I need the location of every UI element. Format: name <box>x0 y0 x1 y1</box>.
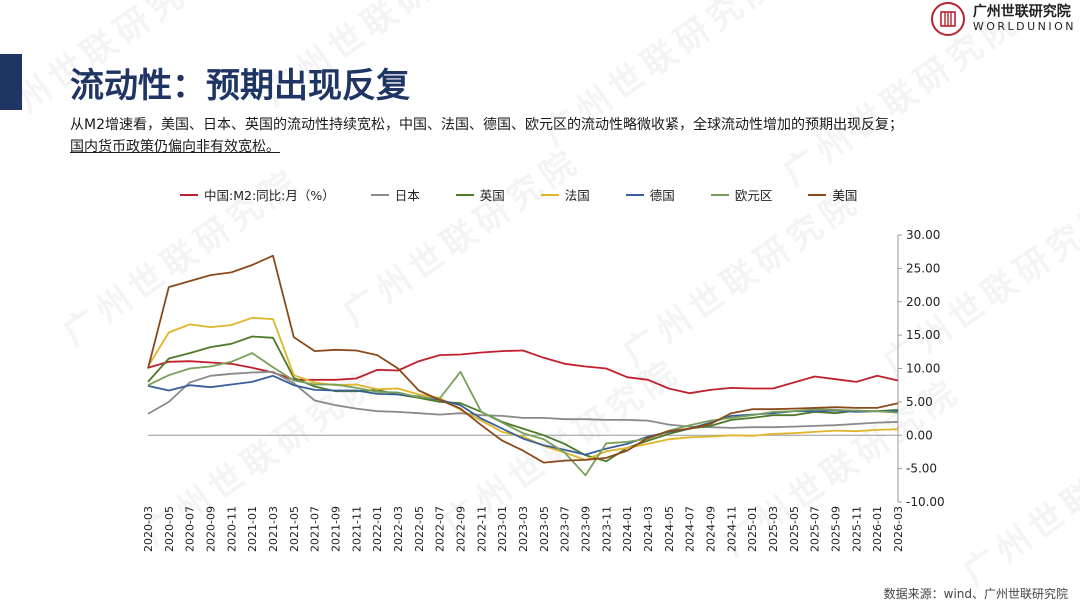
x-tick-label: 2026-03 <box>892 506 905 552</box>
subtitle-line-2: 国内货币政策仍偏向非有效宽松。 <box>70 139 280 155</box>
x-tick-label: 2025-09 <box>830 506 843 552</box>
series-line <box>147 370 899 429</box>
legend-label: 日本 <box>394 188 420 203</box>
series-line <box>147 352 899 477</box>
x-tick-label: 2025-03 <box>767 506 780 552</box>
x-tick-label: 2021-11 <box>350 506 363 552</box>
y-tick-label: -5.00 <box>906 462 937 476</box>
series-line <box>147 254 899 464</box>
legend-label: 美国 <box>832 188 858 203</box>
legend-label: 法国 <box>564 188 590 203</box>
brand-logo: 广州世联研究院 WORLDUNION <box>930 2 1076 36</box>
x-tick-label: 2022-11 <box>475 506 488 552</box>
x-tick-label: 2022-07 <box>434 506 447 552</box>
y-tick-label: 25.00 <box>906 261 940 275</box>
x-tick-label: 2024-11 <box>725 506 738 552</box>
brand-mark-icon <box>930 2 965 36</box>
legend-item: 德国 <box>625 185 675 204</box>
y-tick-label: 5.00 <box>906 395 933 409</box>
y-tick-label: 0.00 <box>906 428 933 442</box>
x-tick-label: 2020-09 <box>205 506 218 552</box>
x-tick-label: 2020-11 <box>225 506 238 552</box>
x-tick-label: 2023-11 <box>600 506 613 552</box>
x-tick-label: 2025-11 <box>850 506 863 552</box>
legend-swatch <box>710 193 729 196</box>
series-line <box>147 374 898 456</box>
x-tick-label: 2023-05 <box>538 506 551 552</box>
title-accent-bar <box>0 54 22 110</box>
x-tick-label: 2025-07 <box>809 506 822 552</box>
x-tick-label: 2020-03 <box>142 506 155 552</box>
legend-label: 欧元区 <box>734 188 773 203</box>
x-tick-label: 2020-07 <box>184 506 197 552</box>
legend-swatch <box>808 193 827 196</box>
y-tick-label: 15.00 <box>906 328 940 342</box>
y-tick-label: 10.00 <box>906 362 940 376</box>
x-tick-label: 2024-01 <box>621 506 634 552</box>
x-tick-label: 2022-05 <box>413 506 426 552</box>
legend-item: 日本 <box>370 185 420 204</box>
x-tick-label: 2025-05 <box>788 506 801 552</box>
subtitle-line-1: 从M2增速看，美国、日本、英国的流动性持续宽松，中国、法国、德国、欧元区的流动性… <box>70 117 903 133</box>
x-tick-label: 2021-05 <box>288 506 301 552</box>
x-tick-label: 2026-01 <box>871 506 884 552</box>
page-subtitle: 从M2增速看，美国、日本、英国的流动性持续宽松，中国、法国、德国、欧元区的流动性… <box>70 114 1060 158</box>
legend-swatch <box>455 193 474 196</box>
legend-swatch <box>540 193 559 196</box>
x-tick-label: 2021-07 <box>309 506 322 552</box>
brand-name-cn: 广州世联研究院 <box>972 4 1071 21</box>
legend-item: 法国 <box>540 185 590 204</box>
x-tick-label: 2024-07 <box>684 506 697 552</box>
x-tick-label: 2023-01 <box>496 506 509 552</box>
legend-item: 美国 <box>808 185 857 204</box>
x-tick-label: 2021-09 <box>330 506 343 552</box>
legend-swatch <box>180 193 198 196</box>
legend-label: 德国 <box>649 188 675 203</box>
legend-swatch <box>625 193 644 196</box>
y-tick-label: 20.00 <box>906 295 940 309</box>
y-tick-label: 30.00 <box>906 228 940 242</box>
x-tick-label: 2022-03 <box>392 506 405 552</box>
x-tick-label: 2022-09 <box>455 506 468 552</box>
x-tick-label: 2023-03 <box>517 506 530 552</box>
x-tick-label: 2021-03 <box>267 506 280 552</box>
page-title: 流动性：预期出现反复 <box>70 66 410 106</box>
legend-item: 英国 <box>455 185 505 204</box>
x-tick-label: 2024-09 <box>705 506 718 552</box>
chart-legend: 中国:M2:同比:月（%） 日本 英国 法国 德国 欧元区 美国 <box>180 185 893 204</box>
legend-item: 中国:M2:同比:月（%） <box>180 185 335 204</box>
x-tick-label: 2021-01 <box>246 506 259 552</box>
legend-item: 欧元区 <box>710 185 773 204</box>
brand-name-en: WORLDUNION <box>972 19 1076 33</box>
y-tick-label: -10.00 <box>906 495 945 509</box>
series-line <box>147 335 899 463</box>
series-line <box>147 316 899 461</box>
legend-swatch <box>370 193 389 196</box>
x-tick-label: 2020-05 <box>163 506 176 552</box>
x-tick-label: 2024-03 <box>642 506 655 552</box>
legend-label: 中国:M2:同比:月（%） <box>204 188 335 203</box>
data-source: 数据来源：wind、广州世联研究院 <box>883 587 1068 601</box>
x-tick-label: 2023-07 <box>559 506 572 552</box>
x-tick-label: 2025-01 <box>746 506 759 552</box>
x-tick-label: 2022-01 <box>371 506 384 552</box>
x-tick-label: 2024-05 <box>663 506 676 552</box>
legend-label: 英国 <box>479 188 505 203</box>
x-tick-label: 2023-09 <box>580 506 593 552</box>
